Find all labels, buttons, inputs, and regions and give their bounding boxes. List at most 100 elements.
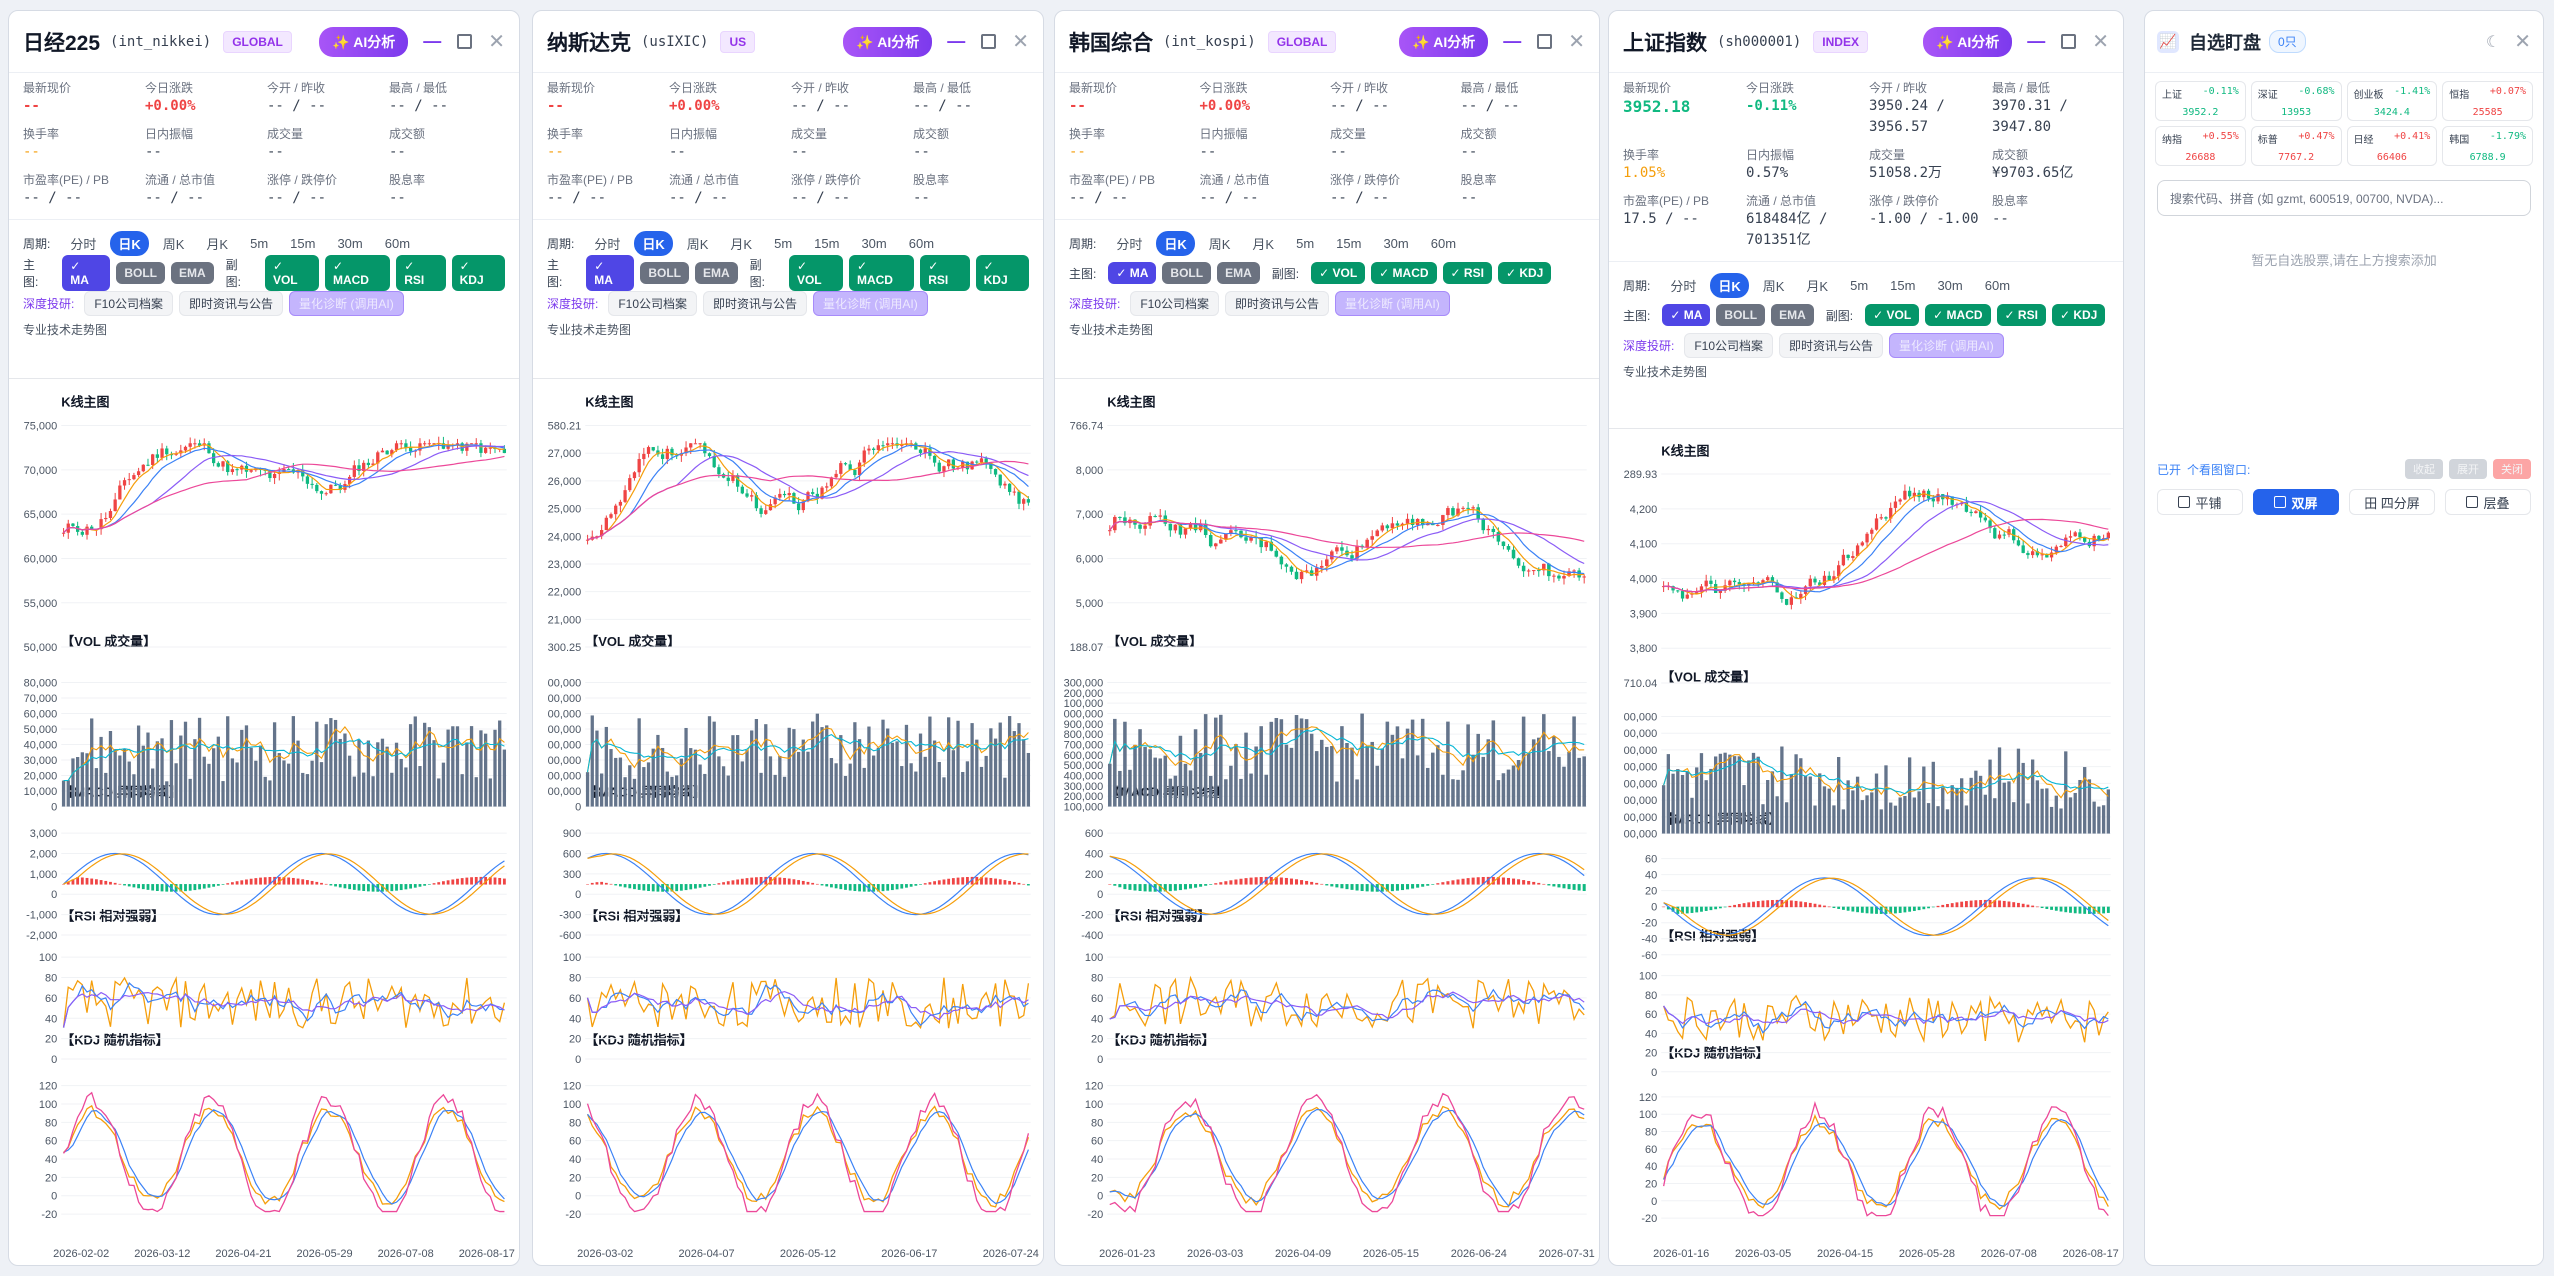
index-mini-card[interactable]: 纳指 +0.55% 26688 bbox=[2155, 126, 2246, 166]
period-tab[interactable]: 日K bbox=[634, 230, 673, 256]
sub-indicator-chip[interactable]: ✓ RSI bbox=[1442, 262, 1492, 284]
period-tab[interactable]: 分时 bbox=[70, 236, 97, 252]
period-tab[interactable]: 60m bbox=[1430, 235, 1457, 251]
sub-indicator-chip[interactable]: ✓ RSI bbox=[1996, 304, 2046, 326]
ai-analysis-button[interactable]: ✨ AI分析 bbox=[1399, 26, 1489, 57]
kline-chart[interactable]: K线主图【VOL 成交量】【MACD 异同均线】【RSI 相对强弱】【KDJ 随… bbox=[1609, 428, 2123, 1265]
main-indicator-chip[interactable]: BOLL bbox=[1162, 262, 1212, 284]
research-button[interactable]: 量化诊断 (调用AI) bbox=[1889, 332, 2004, 358]
ai-analysis-button[interactable]: ✨ AI分析 bbox=[319, 26, 409, 57]
sub-indicator-chip[interactable]: ✓ KDJ bbox=[2051, 304, 2106, 326]
chart-svg[interactable]: K线主图【VOL 成交量】【MACD 异同均线】【RSI 相对强弱】【KDJ 随… bbox=[533, 379, 1043, 1265]
close-icon[interactable]: ✕ bbox=[1012, 31, 1029, 53]
window-header[interactable]: 韩国综合 (int_kospi) GLOBAL ✨ AI分析 — ✕ bbox=[1055, 11, 1599, 73]
period-tab[interactable]: 5m bbox=[774, 235, 793, 251]
sub-indicator-chip[interactable]: ✓ VOL bbox=[1865, 304, 1920, 326]
period-tab[interactable]: 周K bbox=[686, 236, 709, 252]
sub-indicator-chip[interactable]: ✓ RSI bbox=[920, 255, 970, 291]
period-tab[interactable]: 日K bbox=[1156, 230, 1195, 256]
period-tab[interactable]: 分时 bbox=[1670, 278, 1697, 294]
minimize-icon[interactable]: — bbox=[947, 31, 966, 51]
kline-chart[interactable]: K线主图【VOL 成交量】【MACD 异同均线】【RSI 相对强弱】【KDJ 随… bbox=[533, 378, 1043, 1265]
period-tab[interactable]: 5m bbox=[1296, 235, 1315, 251]
period-tab[interactable]: 60m bbox=[908, 235, 935, 251]
research-button[interactable]: 即时资讯与公告 bbox=[179, 290, 284, 316]
sub-indicator-chip[interactable]: ✓ MACD bbox=[1371, 262, 1437, 284]
main-indicator-chip[interactable]: BOLL bbox=[640, 262, 689, 284]
research-button[interactable]: 量化诊断 (调用AI) bbox=[1335, 290, 1450, 316]
layout-dual-button[interactable]: 双屏 bbox=[2253, 489, 2339, 515]
minimize-icon[interactable]: — bbox=[1503, 31, 1522, 51]
ai-analysis-button[interactable]: ✨ AI分析 bbox=[843, 26, 933, 57]
research-button[interactable]: F10公司档案 bbox=[84, 290, 174, 316]
sub-indicator-chip[interactable]: ✓ MACD bbox=[324, 255, 391, 291]
period-tab[interactable]: 5m bbox=[250, 235, 269, 251]
research-button[interactable]: 即时资讯与公告 bbox=[1779, 332, 1884, 358]
sub-indicator-chip[interactable]: ✓ KDJ bbox=[451, 255, 505, 291]
period-tab[interactable]: 周K bbox=[1208, 236, 1231, 252]
stock-search-input[interactable]: 搜索代码、拼音 (如 gzmt, 600519, 00700, NVDA)... bbox=[2157, 180, 2531, 216]
chart-svg[interactable]: K线主图【VOL 成交量】【MACD 异同均线】【RSI 相对强弱】【KDJ 随… bbox=[1609, 429, 2123, 1265]
sub-indicator-chip[interactable]: ✓ VOL bbox=[264, 255, 319, 291]
main-indicator-chip[interactable]: BOLL bbox=[1716, 304, 1766, 326]
layout-cascade-button[interactable]: 层叠 bbox=[2445, 489, 2531, 515]
period-tab[interactable]: 30m bbox=[1383, 235, 1409, 251]
sub-indicator-chip[interactable]: ✓ RSI bbox=[396, 255, 446, 291]
main-indicator-chip[interactable]: ✓ MA bbox=[1662, 304, 1711, 326]
period-tab[interactable]: 分时 bbox=[1116, 236, 1143, 252]
period-tab[interactable]: 15m bbox=[814, 235, 840, 251]
sub-indicator-chip[interactable]: ✓ VOL bbox=[788, 255, 843, 291]
collapse-all-button[interactable]: 收起 bbox=[2405, 459, 2443, 479]
sub-indicator-chip[interactable]: ✓ MACD bbox=[1925, 304, 1991, 326]
research-button[interactable]: F10公司档案 bbox=[1684, 332, 1774, 358]
period-tab[interactable]: 日K bbox=[110, 230, 149, 256]
sub-indicator-chip[interactable]: ✓ KDJ bbox=[975, 255, 1029, 291]
period-tab[interactable]: 月K bbox=[730, 236, 753, 252]
index-mini-card[interactable]: 上证 -0.11% 3952.2 bbox=[2155, 81, 2246, 121]
sub-indicator-chip[interactable]: ✓ MACD bbox=[848, 255, 915, 291]
period-tab[interactable]: 60m bbox=[384, 235, 411, 251]
period-tab[interactable]: 分时 bbox=[594, 236, 621, 252]
index-mini-card[interactable]: 创业板 -1.41% 3424.4 bbox=[2346, 81, 2438, 121]
period-tab[interactable]: 周K bbox=[1762, 278, 1785, 294]
period-tab[interactable]: 30m bbox=[861, 235, 887, 251]
period-tab[interactable]: 5m bbox=[1850, 277, 1869, 293]
period-tab[interactable]: 30m bbox=[1937, 277, 1963, 293]
close-all-button[interactable]: 关闭 bbox=[2493, 459, 2531, 479]
main-indicator-chip[interactable]: ✓ MA bbox=[586, 255, 635, 291]
period-tab[interactable]: 月K bbox=[1806, 278, 1829, 294]
period-tab[interactable]: 周K bbox=[162, 236, 185, 252]
research-button[interactable]: 量化诊断 (调用AI) bbox=[813, 290, 928, 316]
maximize-icon[interactable] bbox=[457, 34, 473, 49]
period-tab[interactable]: 15m bbox=[1336, 235, 1362, 251]
index-mini-card[interactable]: 恒指 +0.07% 25585 bbox=[2442, 81, 2533, 121]
close-icon[interactable]: ✕ bbox=[488, 31, 505, 53]
moon-icon[interactable]: ☾ bbox=[2485, 33, 2501, 51]
window-header[interactable]: 日经225 (int_nikkei) GLOBAL ✨ AI分析 — ✕ bbox=[9, 11, 519, 73]
sub-indicator-chip[interactable]: ✓ KDJ bbox=[1497, 262, 1552, 284]
layout-quad-button[interactable]: 田 四分屏 bbox=[2349, 489, 2435, 515]
kline-chart[interactable]: K线主图【VOL 成交量】【MACD 异同均线】【RSI 相对强弱】【KDJ 随… bbox=[9, 378, 519, 1265]
window-header[interactable]: 上证指数 (sh000001) INDEX ✨ AI分析 — ✕ bbox=[1609, 11, 2123, 73]
minimize-icon[interactable]: — bbox=[423, 31, 442, 51]
maximize-icon[interactable] bbox=[1537, 34, 1553, 49]
research-button[interactable]: F10公司档案 bbox=[1130, 290, 1220, 316]
research-button[interactable]: F10公司档案 bbox=[608, 290, 698, 316]
main-indicator-chip[interactable]: ✓ MA bbox=[1108, 262, 1157, 284]
chart-svg[interactable]: K线主图【VOL 成交量】【MACD 异同均线】【RSI 相对强弱】【KDJ 随… bbox=[9, 379, 519, 1265]
maximize-icon[interactable] bbox=[2061, 34, 2077, 49]
close-icon[interactable]: ✕ bbox=[1568, 31, 1585, 53]
layout-tile-button[interactable]: 平铺 bbox=[2157, 489, 2243, 515]
index-mini-card[interactable]: 深证 -0.68% 13953 bbox=[2250, 81, 2342, 121]
minimize-icon[interactable]: — bbox=[2027, 31, 2046, 51]
period-tab[interactable]: 日K bbox=[1710, 272, 1749, 298]
ai-analysis-button[interactable]: ✨ AI分析 bbox=[1923, 26, 2013, 57]
period-tab[interactable]: 15m bbox=[290, 235, 316, 251]
close-icon[interactable]: ✕ bbox=[2514, 31, 2531, 53]
main-indicator-chip[interactable]: EMA bbox=[170, 262, 214, 284]
index-mini-card[interactable]: 日经 +0.41% 66406 bbox=[2346, 126, 2438, 166]
main-indicator-chip[interactable]: EMA bbox=[1217, 262, 1260, 284]
expand-all-button[interactable]: 展开 bbox=[2449, 459, 2487, 479]
main-indicator-chip[interactable]: BOLL bbox=[116, 262, 165, 284]
close-icon[interactable]: ✕ bbox=[2092, 31, 2109, 53]
